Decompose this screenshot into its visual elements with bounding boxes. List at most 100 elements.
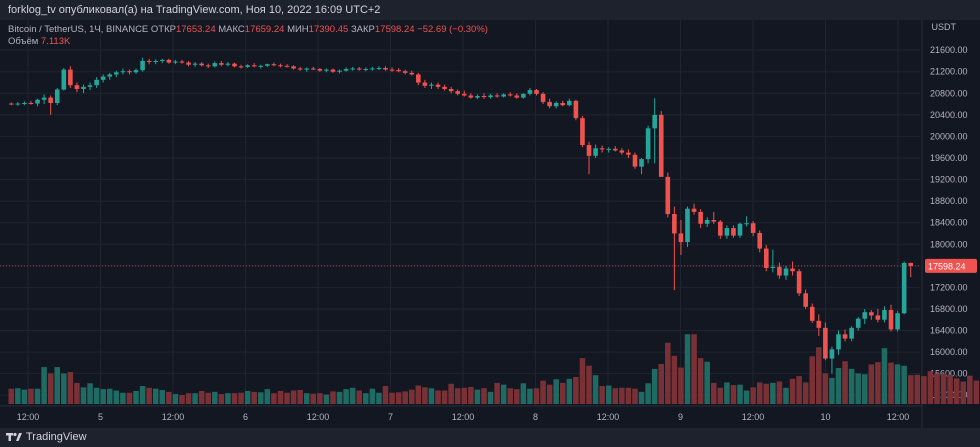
volume-bar xyxy=(100,389,106,404)
volume-bar xyxy=(474,389,481,404)
candle-body xyxy=(146,60,152,63)
candle-body xyxy=(737,223,743,236)
volume-bar xyxy=(218,394,225,404)
volume-bar xyxy=(546,384,553,404)
volume-bar xyxy=(133,390,139,404)
volume-bar xyxy=(953,378,960,404)
volume-bar xyxy=(940,373,947,404)
candle-body xyxy=(606,148,612,150)
candle-body xyxy=(435,84,441,87)
volume-bar xyxy=(389,392,395,404)
candle-body xyxy=(265,64,270,66)
candle-body xyxy=(166,59,172,63)
volume-bar xyxy=(763,383,770,404)
candle-body xyxy=(35,99,40,104)
x-tick-label: 5 xyxy=(98,412,103,422)
candle-body xyxy=(396,70,401,72)
candle-body xyxy=(8,103,14,105)
volume-bar xyxy=(934,373,940,404)
x-tick-label: 9 xyxy=(678,412,683,422)
last-price-label: 17598.24 xyxy=(928,261,966,271)
volume-bar xyxy=(15,388,21,404)
candle-body xyxy=(547,101,552,107)
candle-body xyxy=(553,103,559,107)
candle-body xyxy=(350,68,355,70)
candle-body xyxy=(212,63,218,67)
y-tick-label: 16800.00 xyxy=(930,304,968,314)
volume-bar xyxy=(343,389,349,404)
volume-bar xyxy=(638,391,645,404)
candle-body xyxy=(28,103,34,105)
volume-bar xyxy=(842,361,848,404)
volume-bar xyxy=(724,382,730,404)
volume-bar xyxy=(28,388,34,404)
candle-body xyxy=(284,65,290,67)
volume-bar xyxy=(592,375,599,404)
candle-body xyxy=(639,159,644,167)
y-tick-label: 21600.00 xyxy=(930,45,968,55)
candle-body xyxy=(461,93,467,96)
candle-body xyxy=(652,114,657,129)
candle-body xyxy=(324,69,329,71)
volume-bar xyxy=(881,348,888,404)
volume-bar xyxy=(888,362,894,404)
candle-body xyxy=(278,65,283,67)
volume-bar xyxy=(54,367,60,404)
candlestick-chart[interactable]: 15200.0015600.0016000.0016400.0016800.00… xyxy=(0,20,980,428)
volume-bar xyxy=(349,387,356,404)
volume-bar xyxy=(658,363,664,404)
candle-body xyxy=(173,61,178,63)
candle-body xyxy=(540,93,546,102)
candle-body xyxy=(232,63,237,67)
candle-body xyxy=(875,315,881,320)
candle-body xyxy=(304,68,310,70)
candle-body xyxy=(678,233,684,243)
volume-bar xyxy=(192,393,198,404)
candle-body xyxy=(586,145,592,156)
volume-bar xyxy=(225,393,231,404)
candle-body xyxy=(718,221,723,236)
candle-body xyxy=(501,94,506,97)
volume-bar xyxy=(822,373,829,404)
volume-bar xyxy=(185,393,192,404)
volume-bar xyxy=(166,391,172,404)
y-tick-label: 16000.00 xyxy=(930,347,968,357)
y-tick-label: 15600.00 xyxy=(930,369,968,379)
volume-bar xyxy=(107,388,113,404)
chart-area[interactable]: 15200.0015600.0016000.0016400.0016800.00… xyxy=(0,20,980,428)
volume-bar xyxy=(697,358,704,404)
volume-bar xyxy=(61,373,67,404)
volume-bar xyxy=(87,383,93,404)
candle-body xyxy=(356,68,362,70)
volume-bar xyxy=(126,392,133,404)
volume-bar xyxy=(776,381,783,404)
volume-bar xyxy=(533,388,540,404)
candle-body xyxy=(560,103,566,106)
volume-bar xyxy=(264,389,271,404)
volume-bar xyxy=(409,389,415,404)
candle-body xyxy=(475,96,480,98)
candle-body xyxy=(100,76,106,80)
volume-bar xyxy=(691,334,697,404)
volume-bar xyxy=(678,367,684,404)
volume-bar xyxy=(454,388,461,404)
x-tick-label: 6 xyxy=(243,412,248,422)
volume-bar xyxy=(927,371,934,404)
y-tick-label: 19200.00 xyxy=(930,175,968,185)
candle-body xyxy=(133,70,139,73)
x-tick-label: 7 xyxy=(388,412,393,422)
tradingview-logo[interactable]: TradingView xyxy=(6,431,87,443)
volume-bar xyxy=(376,392,382,404)
volume-bar xyxy=(796,376,802,404)
volume-bar xyxy=(231,393,238,404)
y-tick-label: 18000.00 xyxy=(930,239,968,249)
volume-bar xyxy=(625,387,632,404)
volume-bar xyxy=(369,388,376,404)
volume-bar xyxy=(907,375,914,404)
volume-bar xyxy=(323,394,330,404)
candle-body xyxy=(599,148,605,150)
publisher-caption: forklog_tv опубликовал(а) на TradingView… xyxy=(8,4,381,16)
y-tick-label: 18400.00 xyxy=(930,218,968,228)
volume-bar xyxy=(671,355,678,404)
y-tick-label: 18800.00 xyxy=(930,196,968,206)
